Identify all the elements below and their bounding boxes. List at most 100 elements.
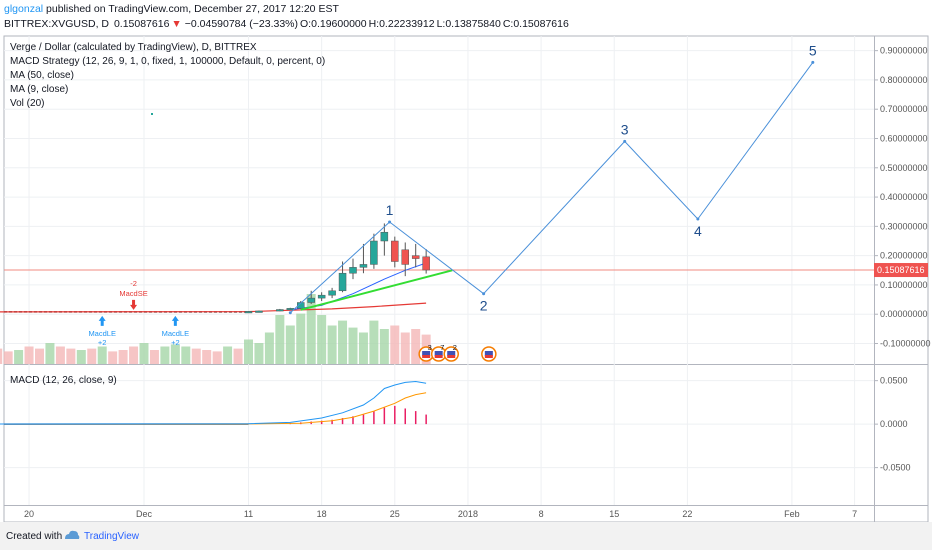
wave-label: 4	[694, 223, 702, 239]
wave-label: 5	[809, 42, 817, 58]
event-flag-stripe	[422, 355, 431, 358]
volume-bar	[244, 339, 253, 364]
volume-bar	[411, 329, 421, 364]
last-price-label: 0.15087616	[877, 265, 925, 275]
time-axis[interactable]: 20 Dec 11 18 25 2018 8 15 22 Feb 7	[24, 509, 857, 519]
macd-tick-label: 0.0000	[880, 419, 908, 429]
elliott-wave[interactable]: 1 2 3 4 5	[288, 42, 817, 315]
wave-point	[696, 217, 700, 221]
wave-path	[289, 62, 814, 314]
price-tick-label: 0.40000000	[880, 192, 928, 202]
price-tick-label: 0.10000000	[880, 280, 928, 290]
event-flag-stripe	[447, 355, 456, 358]
event-flag-count: 2	[453, 343, 457, 352]
tradingview-link[interactable]: TradingView	[84, 531, 140, 542]
price-tick-label: -0.10000000	[880, 339, 931, 349]
macd-tick-label: -0.0500	[880, 463, 911, 473]
publish-info: published on TradingView.com, December 2…	[43, 3, 339, 15]
volume-bar	[3, 351, 13, 364]
volume-bar	[76, 350, 86, 364]
price-tick-label: 0.30000000	[880, 221, 928, 231]
candle-body	[307, 297, 315, 303]
open-label: O:	[300, 18, 312, 30]
candle-body	[286, 308, 295, 311]
candle-body	[391, 240, 399, 262]
short-entry-arrow	[130, 299, 138, 310]
macd-tick-label: 0.0500	[880, 376, 908, 386]
ma50-line	[0, 302, 427, 313]
event-flag-field	[447, 351, 456, 356]
time-tick-label: 7	[852, 509, 857, 519]
volume-bar	[24, 346, 34, 364]
candle-body	[422, 256, 430, 271]
volume-bar	[97, 346, 107, 364]
volume-bar	[223, 346, 233, 364]
volume-bar	[285, 325, 295, 364]
event-flag-count: 3	[428, 343, 432, 352]
event-flag-field	[484, 351, 493, 356]
wave-label: 3	[621, 121, 629, 137]
high-label: H:	[368, 18, 380, 30]
volume-bar	[327, 325, 337, 364]
volume-bar	[87, 348, 97, 364]
chart-frame	[3, 35, 929, 522]
price-axis[interactable]: -0.10000000 0.00000000 0.10000000 0.2000000…	[874, 46, 931, 473]
candle-body	[349, 267, 357, 274]
close-value: 0.15087616	[513, 18, 569, 30]
volume-bar	[390, 325, 400, 364]
marker-dot	[151, 113, 153, 115]
wave-label: 1	[386, 202, 394, 218]
volume-bar	[212, 351, 222, 364]
signal-line	[0, 392, 427, 425]
signal-label: MacdSE	[119, 289, 147, 298]
macd-line	[0, 380, 427, 425]
event-flag-field	[434, 351, 443, 356]
candle-body	[401, 249, 409, 265]
long-entry-arrow	[98, 315, 106, 326]
volume-bar	[149, 350, 159, 364]
candle-body	[359, 264, 368, 268]
legend-macd-strategy: MACD Strategy (12, 26, 9, 1, 0, fixed, 1…	[10, 56, 325, 67]
time-tick-label: 2018	[458, 509, 478, 519]
price-tick-label: 0.60000000	[880, 134, 928, 144]
wave-point	[811, 60, 815, 64]
price-tick-label: 0.50000000	[880, 163, 928, 173]
legend-volume: Vol (20)	[10, 98, 44, 109]
volume-bar	[66, 348, 76, 364]
legend-macd: MACD (12, 26, close, 9)	[10, 375, 117, 386]
volume-bar	[275, 315, 285, 364]
signal-qty: -2	[130, 279, 137, 288]
legend-ma9: MA (9, close)	[10, 84, 68, 95]
open-value: 0.19600000	[311, 18, 367, 30]
trendline[interactable]	[300, 269, 453, 311]
time-tick-label: 18	[317, 509, 327, 519]
author-link[interactable]: glgonzal	[4, 3, 44, 15]
macd-pane	[0, 380, 427, 425]
volume-bar	[55, 346, 65, 364]
last-price: 0.15087616	[113, 18, 170, 30]
change-arrow: ▼	[171, 18, 182, 30]
candle-body	[255, 310, 263, 313]
volume-bar	[191, 348, 201, 364]
high-value: 0.22233912	[379, 18, 435, 30]
price-tick-label: 0.20000000	[880, 251, 928, 261]
volume-bar	[233, 348, 243, 364]
volume-bar	[139, 343, 149, 364]
volume-bar	[0, 348, 3, 364]
event-flag-count: 7	[440, 343, 444, 352]
volume-bar	[296, 313, 306, 364]
footer: Created with TradingView	[0, 522, 932, 550]
tradingview-logo-icon	[65, 530, 80, 539]
change: −0.04590784 (−23.33%)	[184, 18, 299, 30]
event-flag-stripe	[434, 355, 443, 358]
volume-bar	[369, 320, 379, 364]
last-price-tag	[874, 263, 928, 278]
signal-label: MacdLE	[88, 329, 116, 338]
price-tick-label: 0.70000000	[880, 104, 928, 114]
volume-bar	[170, 344, 180, 364]
event-flag-stripe	[484, 355, 493, 358]
volume-bar	[35, 348, 44, 364]
